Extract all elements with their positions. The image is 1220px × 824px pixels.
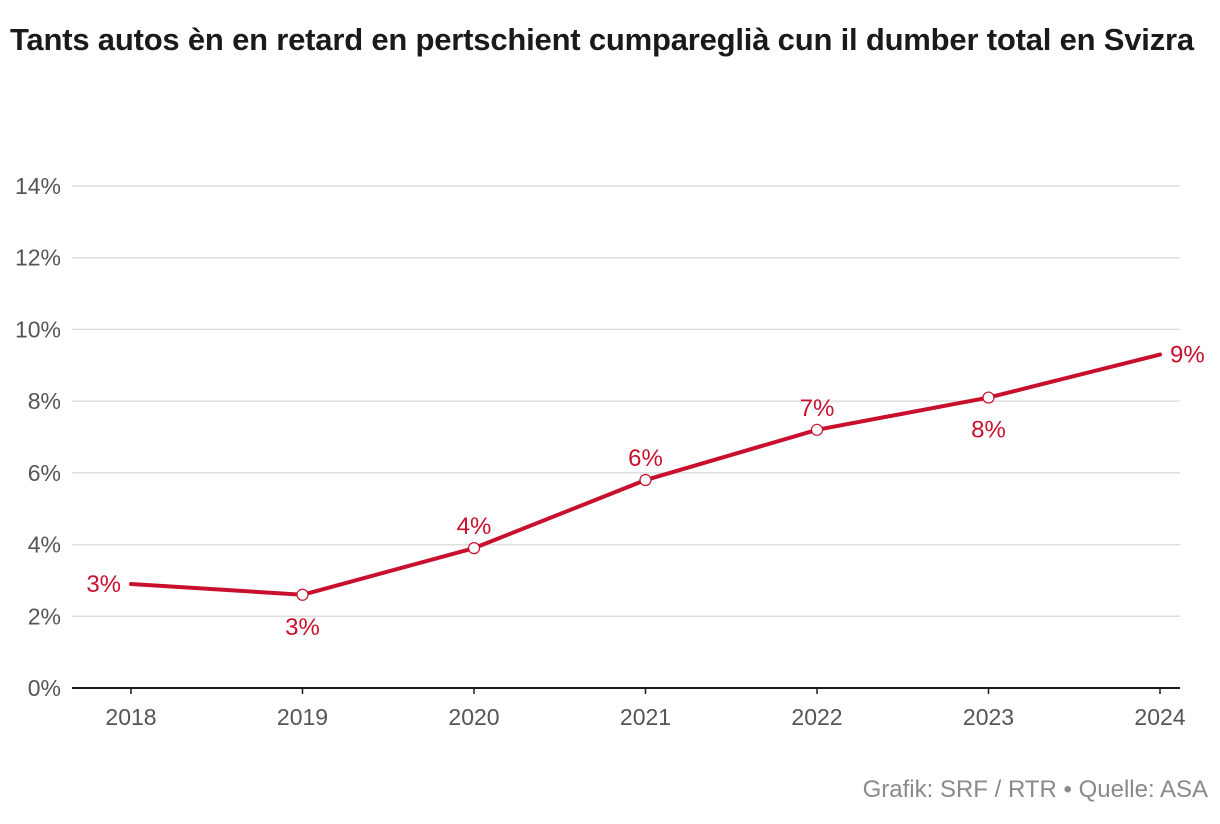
data-label: 3%: [285, 614, 320, 641]
x-axis-ticks: 2018 2019 2020 2021 2022 2023 2024: [72, 687, 1186, 730]
y-tick-label: 0%: [28, 675, 61, 701]
data-label: 7%: [800, 395, 835, 422]
y-tick-label: 10%: [15, 316, 61, 342]
x-tick-label: 2018: [105, 704, 156, 730]
data-point: [639, 473, 652, 487]
data-label: 6%: [628, 445, 663, 472]
data-point: [467, 542, 481, 555]
data-point: [810, 423, 824, 436]
data-point: [982, 391, 995, 404]
data-point: [296, 588, 309, 601]
y-tick-label: 14%: [15, 173, 61, 199]
data-label: 3%: [86, 571, 121, 598]
y-axis-ticks: 0% 2% 4% 6% 8% 10% 12% 14%: [15, 173, 61, 701]
x-tick-label: 2021: [620, 704, 671, 730]
y-tick-label: 2%: [28, 603, 61, 629]
data-label: 4%: [457, 513, 492, 540]
y-tick-label: 6%: [28, 460, 61, 486]
data-label: 9%: [1170, 342, 1205, 369]
chart-title: Tants autos èn en retard en pertschient …: [10, 22, 1194, 57]
grid-lines: [72, 185, 1180, 618]
series: [129, 352, 1162, 601]
y-tick-label: 4%: [28, 532, 61, 558]
x-tick-label: 2020: [448, 704, 499, 730]
x-tick-label: 2024: [1134, 704, 1185, 730]
y-tick-label: 8%: [28, 388, 61, 414]
x-tick-label: 2023: [963, 704, 1014, 730]
x-tick-label: 2022: [791, 704, 842, 730]
data-labels: 3% 3% 4% 6% 7% 8% 9%: [86, 342, 1204, 641]
data-label: 8%: [971, 417, 1006, 444]
y-tick-label: 12%: [15, 245, 61, 271]
x-tick-label: 2019: [277, 704, 328, 730]
source-credit: Grafik: SRF / RTR • Quelle: ASA: [862, 776, 1208, 803]
